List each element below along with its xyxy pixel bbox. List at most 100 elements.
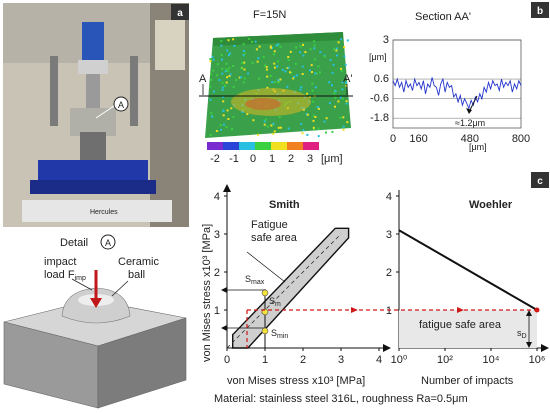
smith-y-ticks: 1 2 3 4 1 2 3 4 <box>214 191 399 317</box>
surface-speckle <box>227 39 230 42</box>
colorbar-unit: [μm] <box>321 153 343 165</box>
woehler-sd: sD <box>517 328 527 340</box>
surface-speckle <box>301 65 304 68</box>
surface-speckle <box>306 92 309 95</box>
surface-speckle <box>339 96 342 99</box>
surface-speckle <box>227 118 230 120</box>
surface-speckle <box>275 44 278 47</box>
surface-speckle <box>289 71 291 74</box>
panel-a-label: a <box>177 8 183 19</box>
surface-speckle <box>311 71 313 74</box>
section-y-tick: -1.8 <box>370 112 389 124</box>
smith-point <box>261 327 269 335</box>
surface-speckle <box>336 54 338 57</box>
surface-speckle <box>289 50 292 53</box>
surface-speckle <box>269 46 272 49</box>
colorbar-swatch <box>223 142 239 150</box>
surface-speckle <box>209 85 211 88</box>
surface-speckle <box>232 65 235 67</box>
surface-speckle <box>211 55 214 58</box>
surface-speckle <box>242 54 245 57</box>
depth-annotation: ≈1.2μm <box>455 118 485 128</box>
colorbar-swatch <box>271 142 287 150</box>
surface-speckle <box>222 109 225 112</box>
surface-speckle <box>334 96 337 99</box>
section-y-tick: 3 <box>383 34 389 46</box>
surface-speckle <box>271 46 274 49</box>
surface-speckle <box>314 116 317 118</box>
surface-speckle <box>266 86 269 89</box>
surface-speckle <box>276 65 279 68</box>
surface-speckle <box>300 123 303 126</box>
surface-speckle <box>343 55 346 58</box>
surface-speckle <box>340 38 343 41</box>
surface-speckle <box>299 51 302 54</box>
surface-speckle <box>310 64 313 67</box>
surface-speckle <box>225 126 228 129</box>
surface-speckle <box>265 65 268 68</box>
surface-speckle <box>262 56 265 58</box>
surface-speckle <box>247 72 250 75</box>
woehler-y-tick: 4 <box>386 191 392 203</box>
surface-speckle <box>216 63 219 66</box>
detail-title: Detail <box>60 237 88 249</box>
woehler-safe-area <box>399 310 537 348</box>
surface-speckle <box>270 124 273 127</box>
surface-speckle <box>255 48 258 51</box>
surface-speckle <box>277 43 280 46</box>
surface-speckle <box>258 77 261 80</box>
section-mark-right: A' <box>343 73 352 85</box>
surface-speckle <box>243 52 246 55</box>
surface-speckle <box>332 63 335 66</box>
smith-points <box>261 289 269 335</box>
woehler-x-tick: 10⁴ <box>483 354 500 366</box>
surface-speckle <box>211 115 214 118</box>
surface-speckle <box>293 75 296 78</box>
ceramic-label: Ceramic <box>118 256 159 268</box>
surface-speckle <box>224 70 227 73</box>
surface-speckle <box>312 100 315 103</box>
surface-speckle <box>216 74 219 77</box>
surface-speckle <box>218 79 221 82</box>
surface-speckle <box>342 128 345 131</box>
panel-a: Hercules A a Detail A impact load Fimp C… <box>0 0 192 413</box>
surface-speckle <box>313 47 316 50</box>
surface-speckle <box>342 125 345 128</box>
surface-speckle <box>228 52 231 55</box>
section-x-tick: 800 <box>512 133 530 145</box>
surface-speckle <box>242 43 245 45</box>
surface-speckle <box>340 69 343 72</box>
surface-speckle <box>221 67 224 70</box>
woehler-area-label: fatigue safe area <box>419 319 502 331</box>
surface-speckle <box>302 129 305 132</box>
surface-speckle <box>346 39 349 42</box>
surface-speckle <box>243 68 246 71</box>
surface-speckle <box>232 38 235 41</box>
surface-speckle <box>256 133 259 136</box>
surface-speckle <box>277 81 280 84</box>
smith-y-tick: 4 <box>214 191 220 203</box>
section-frame <box>392 39 522 129</box>
surface-speckle <box>334 90 337 93</box>
surface-speckle <box>309 69 311 72</box>
surface-speckle <box>345 81 347 84</box>
surface-speckle <box>269 75 272 77</box>
surface-speckle <box>263 120 266 123</box>
surface-speckle <box>228 75 231 77</box>
surface-speckle <box>331 71 334 74</box>
smith-title: Smith <box>269 199 300 211</box>
surface-speckle <box>315 72 318 75</box>
surface-speckle <box>287 127 290 130</box>
colorbar-tick: -1 <box>229 153 239 165</box>
surface-speckle <box>235 79 238 82</box>
panel-c-figure: c Smith Fatigue safe area Smax Sm Smin 0… <box>201 172 549 387</box>
surface-speckle <box>314 72 317 75</box>
surface-speckle <box>222 95 225 98</box>
surface-speckle <box>277 126 280 129</box>
surface-speckle <box>313 58 316 61</box>
surface-speckle <box>227 54 230 57</box>
surface-speckle <box>302 54 305 57</box>
surface-speckle <box>279 78 282 81</box>
surface-speckle <box>313 128 315 131</box>
surface-speckle <box>290 71 293 74</box>
